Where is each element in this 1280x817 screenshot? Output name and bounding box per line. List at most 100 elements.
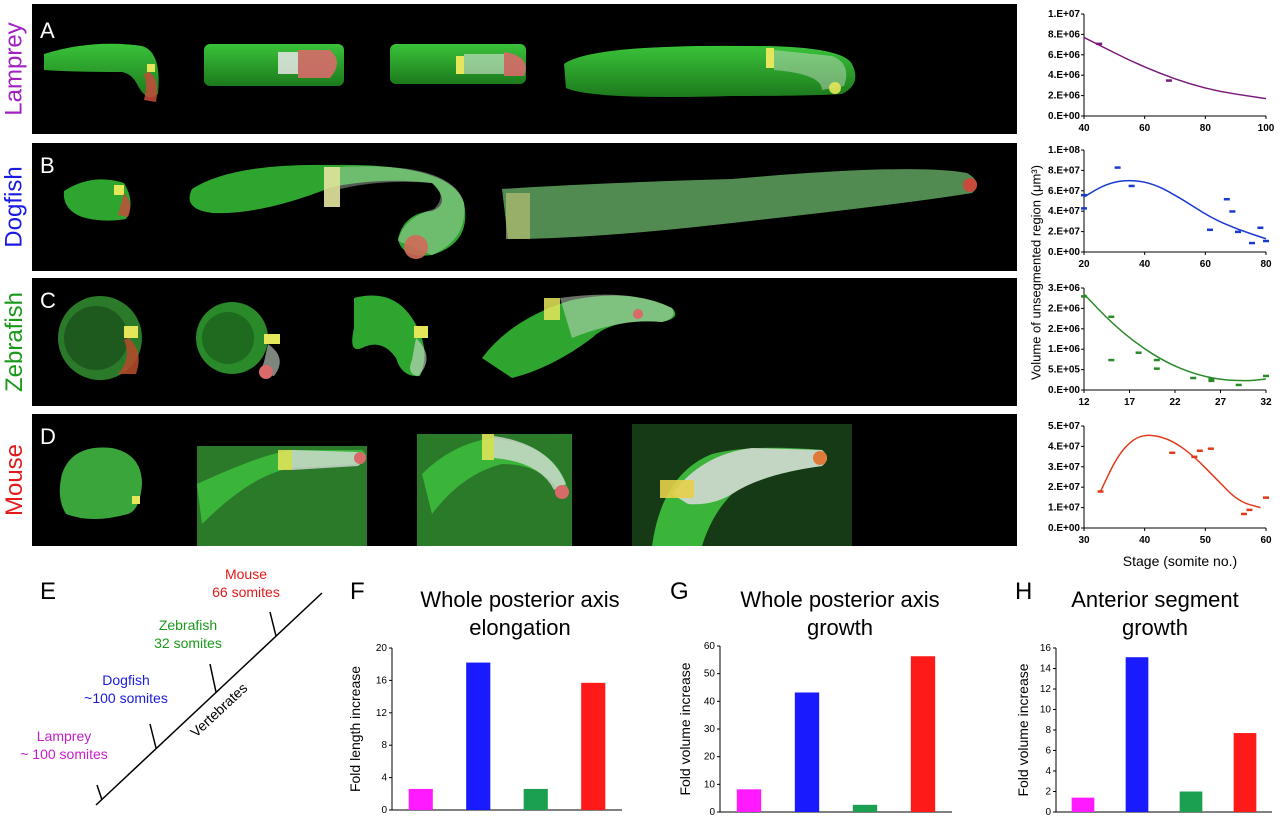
data-point (1257, 226, 1264, 230)
bar (794, 692, 820, 812)
fit-curve (1083, 179, 1267, 240)
data-point (1153, 358, 1160, 362)
y-tick-label: 10 (704, 779, 716, 790)
x-tick-label: 60 (1200, 259, 1212, 270)
x-tick-label: 40 (1139, 535, 1151, 546)
species-label-text: Lamprey (1, 22, 28, 116)
x-tick-label: 40 (1078, 123, 1090, 134)
bar (910, 656, 936, 812)
y-tick-label: 0 (381, 805, 387, 816)
x-tick-label: 80 (1260, 259, 1272, 270)
data-point (1207, 228, 1213, 232)
line-plot-xlabel: Stage (somite no.) (1122, 553, 1238, 569)
y-tick-label: 60 (704, 641, 716, 652)
y-tick-label: 1.E+08 (1048, 145, 1080, 156)
y-tick-label: 40 (704, 696, 716, 707)
data-point (1263, 374, 1269, 378)
y-tick-label: 8 (381, 740, 387, 751)
chart-f-title: Whole posterior axis elongation (380, 586, 660, 642)
chart-g-title-line1: Whole posterior axis (740, 587, 940, 612)
y-axis-label: Fold length increase (347, 666, 363, 792)
bar (1179, 791, 1203, 812)
bar (852, 804, 878, 812)
y-tick-label: 6.E+07 (1048, 186, 1080, 197)
y-tick-label: 3.E+06 (1048, 283, 1080, 294)
line-plot-mouse: 0.E+00 1.E+07 2.E+07 3.E+07 4.E+07 5.E+07 30 40… (1048, 421, 1272, 546)
lamprey-embryo-images (44, 43, 856, 102)
data-point (1240, 512, 1247, 516)
tree-branch-lamprey (96, 784, 103, 801)
y-tick-label: 4.E+07 (1048, 206, 1080, 217)
phylogeny-tree: Vertebrates Mouse 66 somites Zebrafish 3… (20, 566, 323, 806)
panel-letter-d: D (40, 424, 56, 449)
chart-g-title-line2: growth (806, 615, 874, 640)
panel-letter-e: E (40, 578, 57, 605)
y-tick-label: 10 (1040, 705, 1052, 716)
tree-dogfish-count: ~100 somites (84, 690, 168, 706)
y-tick-label: 5.E+05 (1048, 365, 1080, 376)
data-point (1246, 508, 1253, 512)
y-tick-label: 4 (1045, 766, 1051, 777)
mouse-embryo-images (59, 424, 852, 546)
bar (523, 788, 548, 810)
y-tick-label: 4 (381, 773, 387, 784)
bar (581, 682, 606, 810)
y-tick-label: 12 (376, 708, 388, 719)
data-point (1153, 367, 1160, 370)
data-point (1096, 42, 1103, 46)
bar (1233, 733, 1257, 812)
species-label-zebrafish: Zebrafish (0, 278, 30, 406)
y-tick-label: 0.E+00 (1048, 247, 1080, 258)
data-point (1128, 184, 1135, 188)
y-tick-label: 0 (709, 807, 715, 817)
y-tick-label: 8.E+06 (1048, 29, 1080, 40)
y-axis-label: Fold volume increase (1015, 663, 1031, 796)
data-point (1223, 197, 1230, 201)
bar (408, 788, 433, 810)
data-point (1190, 376, 1197, 380)
x-tick-label: 30 (1078, 535, 1090, 546)
data-point (1249, 241, 1255, 245)
data-point (1208, 379, 1215, 383)
species-label-mouse: Mouse (0, 414, 30, 546)
x-tick-label: 60 (1139, 123, 1151, 134)
y-tick-label: 5.E+07 (1048, 421, 1080, 432)
y-tick-label: 8.E+07 (1048, 165, 1080, 176)
data-point (1169, 451, 1176, 455)
bar-chart-anterior-growth: 0 2 4 6 8 10 12 14 16 Fold volume increase (1015, 643, 1272, 817)
line-plot-lamprey: 0.E+00 2.E+06 4.E+06 6.E+06 8.E+06 1.E+07 40 60… (1048, 9, 1275, 134)
data-point (1263, 239, 1269, 243)
y-tick-label: 1.E+07 (1048, 9, 1080, 20)
tree-dogfish-name: Dogfish (102, 672, 149, 688)
x-tick-label: 60 (1260, 535, 1272, 546)
fit-curve (1083, 293, 1267, 382)
y-tick-label: 6.E+06 (1048, 50, 1080, 61)
y-tick-label: 0.E+00 (1048, 111, 1080, 122)
y-tick-label: 8 (1045, 725, 1051, 736)
y-tick-label: 4.E+07 (1048, 441, 1080, 452)
y-tick-label: 30 (704, 724, 716, 735)
chart-h-title: Anterior segment growth (1040, 586, 1270, 642)
data-point (1229, 210, 1236, 213)
bar-chart-volume-growth: 0 10 20 30 40 50 60 Fold volume increase (677, 641, 952, 817)
y-tick-label: 16 (1040, 643, 1052, 654)
species-label-text: Zebrafish (1, 291, 29, 393)
y-tick-label: 12 (1040, 684, 1052, 695)
fit-curve (1083, 36, 1267, 100)
y-tick-label: 2.E+07 (1048, 227, 1080, 238)
dogfish-embryo-strip: B (32, 143, 1017, 271)
bar (736, 789, 762, 812)
bar (1125, 657, 1149, 812)
mouse-embryo-strip: D (32, 414, 1017, 546)
line-plot-dogfish: 0.E+00 2.E+07 4.E+07 6.E+07 8.E+07 1.E+08 20 40… (1048, 145, 1272, 270)
species-label-text: Dogfish (1, 166, 28, 248)
y-tick-label: 2.E+06 (1048, 91, 1080, 102)
bar (1071, 797, 1095, 812)
y-tick-label: 2.E+06 (1048, 324, 1080, 335)
y-tick-label: 3.E+07 (1048, 462, 1080, 473)
tree-branch-mouse (269, 611, 277, 637)
y-tick-label: 50 (704, 669, 716, 680)
data-point (1207, 447, 1214, 450)
x-tick-label: 22 (1169, 397, 1181, 408)
lamprey-embryo-strip: A (32, 4, 1017, 134)
